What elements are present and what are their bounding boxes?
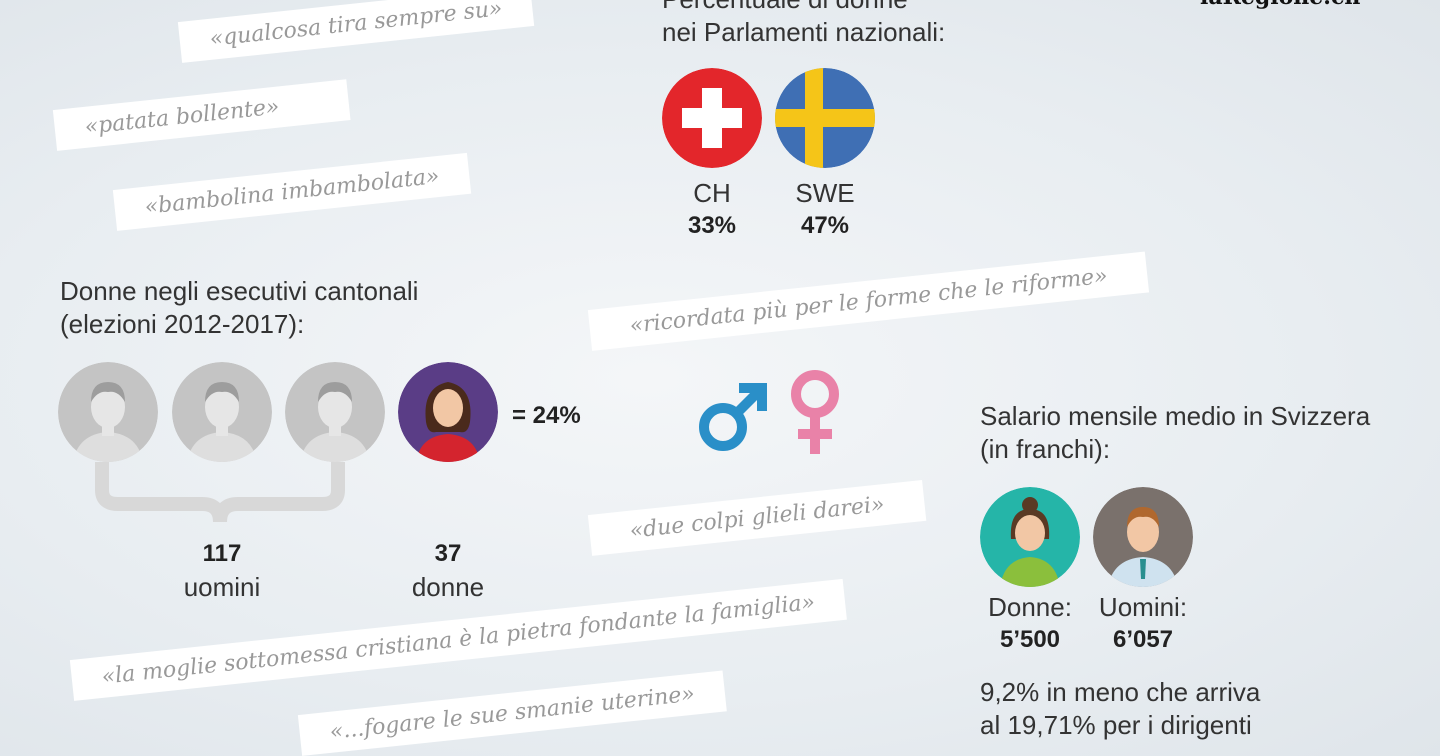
men-label: uomini [183,572,261,602]
salary-note-line2: al 19,71% per i dirigenti [980,710,1252,740]
male-symbol-icon [699,383,767,451]
salary-title-line1: Salario mensile medio in Svizzera [980,401,1371,431]
parliament-title-line1: Percentuale di donne [662,0,908,16]
quote-5: «due colpi glieli darei» [587,479,927,556]
man-avatar-icon [285,362,385,462]
salary-title-line2: (in franchi): [980,434,1111,464]
salary-men-value: 6’057 [1112,626,1174,653]
ch-label: CH [693,178,731,208]
swedish-flag-icon [775,68,875,168]
swe-value: 47% [800,212,850,239]
parliament-title-line2: nei Parlamenti nazionali: [662,17,946,47]
women-label: donne [411,572,485,602]
executives-title-line1: Donne negli esecutivi cantonali [60,276,419,306]
salary-men-label: Uomini: [1098,592,1188,622]
man-avatar-icon [58,362,158,462]
men-count: 117 [202,540,242,567]
quote-7: «...fogare le sue smanie uterine» [297,670,727,756]
quote-2: «patata bollente» [52,79,352,151]
quote-4: «ricordata più per le forme che le rifor… [587,251,1150,351]
bracket-connector [95,462,345,523]
salary-women-value: 5’500 [999,626,1061,653]
quote-1: «qualcosa tira sempre su» [177,0,535,63]
female-symbol-icon [791,370,839,454]
swe-label: SWE [795,178,855,208]
executives-title-line2: (elezioni 2012-2017): [60,309,305,339]
women-count: 37 [434,540,462,567]
salary-women-label: Donne: [988,592,1072,622]
ratio-text: = 24% [512,402,581,429]
logo: laRegione.ch [1200,0,1360,10]
swiss-flag-icon [662,68,762,168]
quote-3: «bambolina imbambolata» [112,152,472,231]
ch-value: 33% [687,212,737,239]
salary-note-line1: 9,2% in meno che arriva [980,677,1261,707]
man-avatar-icon [172,362,272,462]
woman-avatar-icon [398,362,498,462]
woman-avatar-icon [980,487,1080,587]
man-avatar-icon [1093,487,1193,587]
